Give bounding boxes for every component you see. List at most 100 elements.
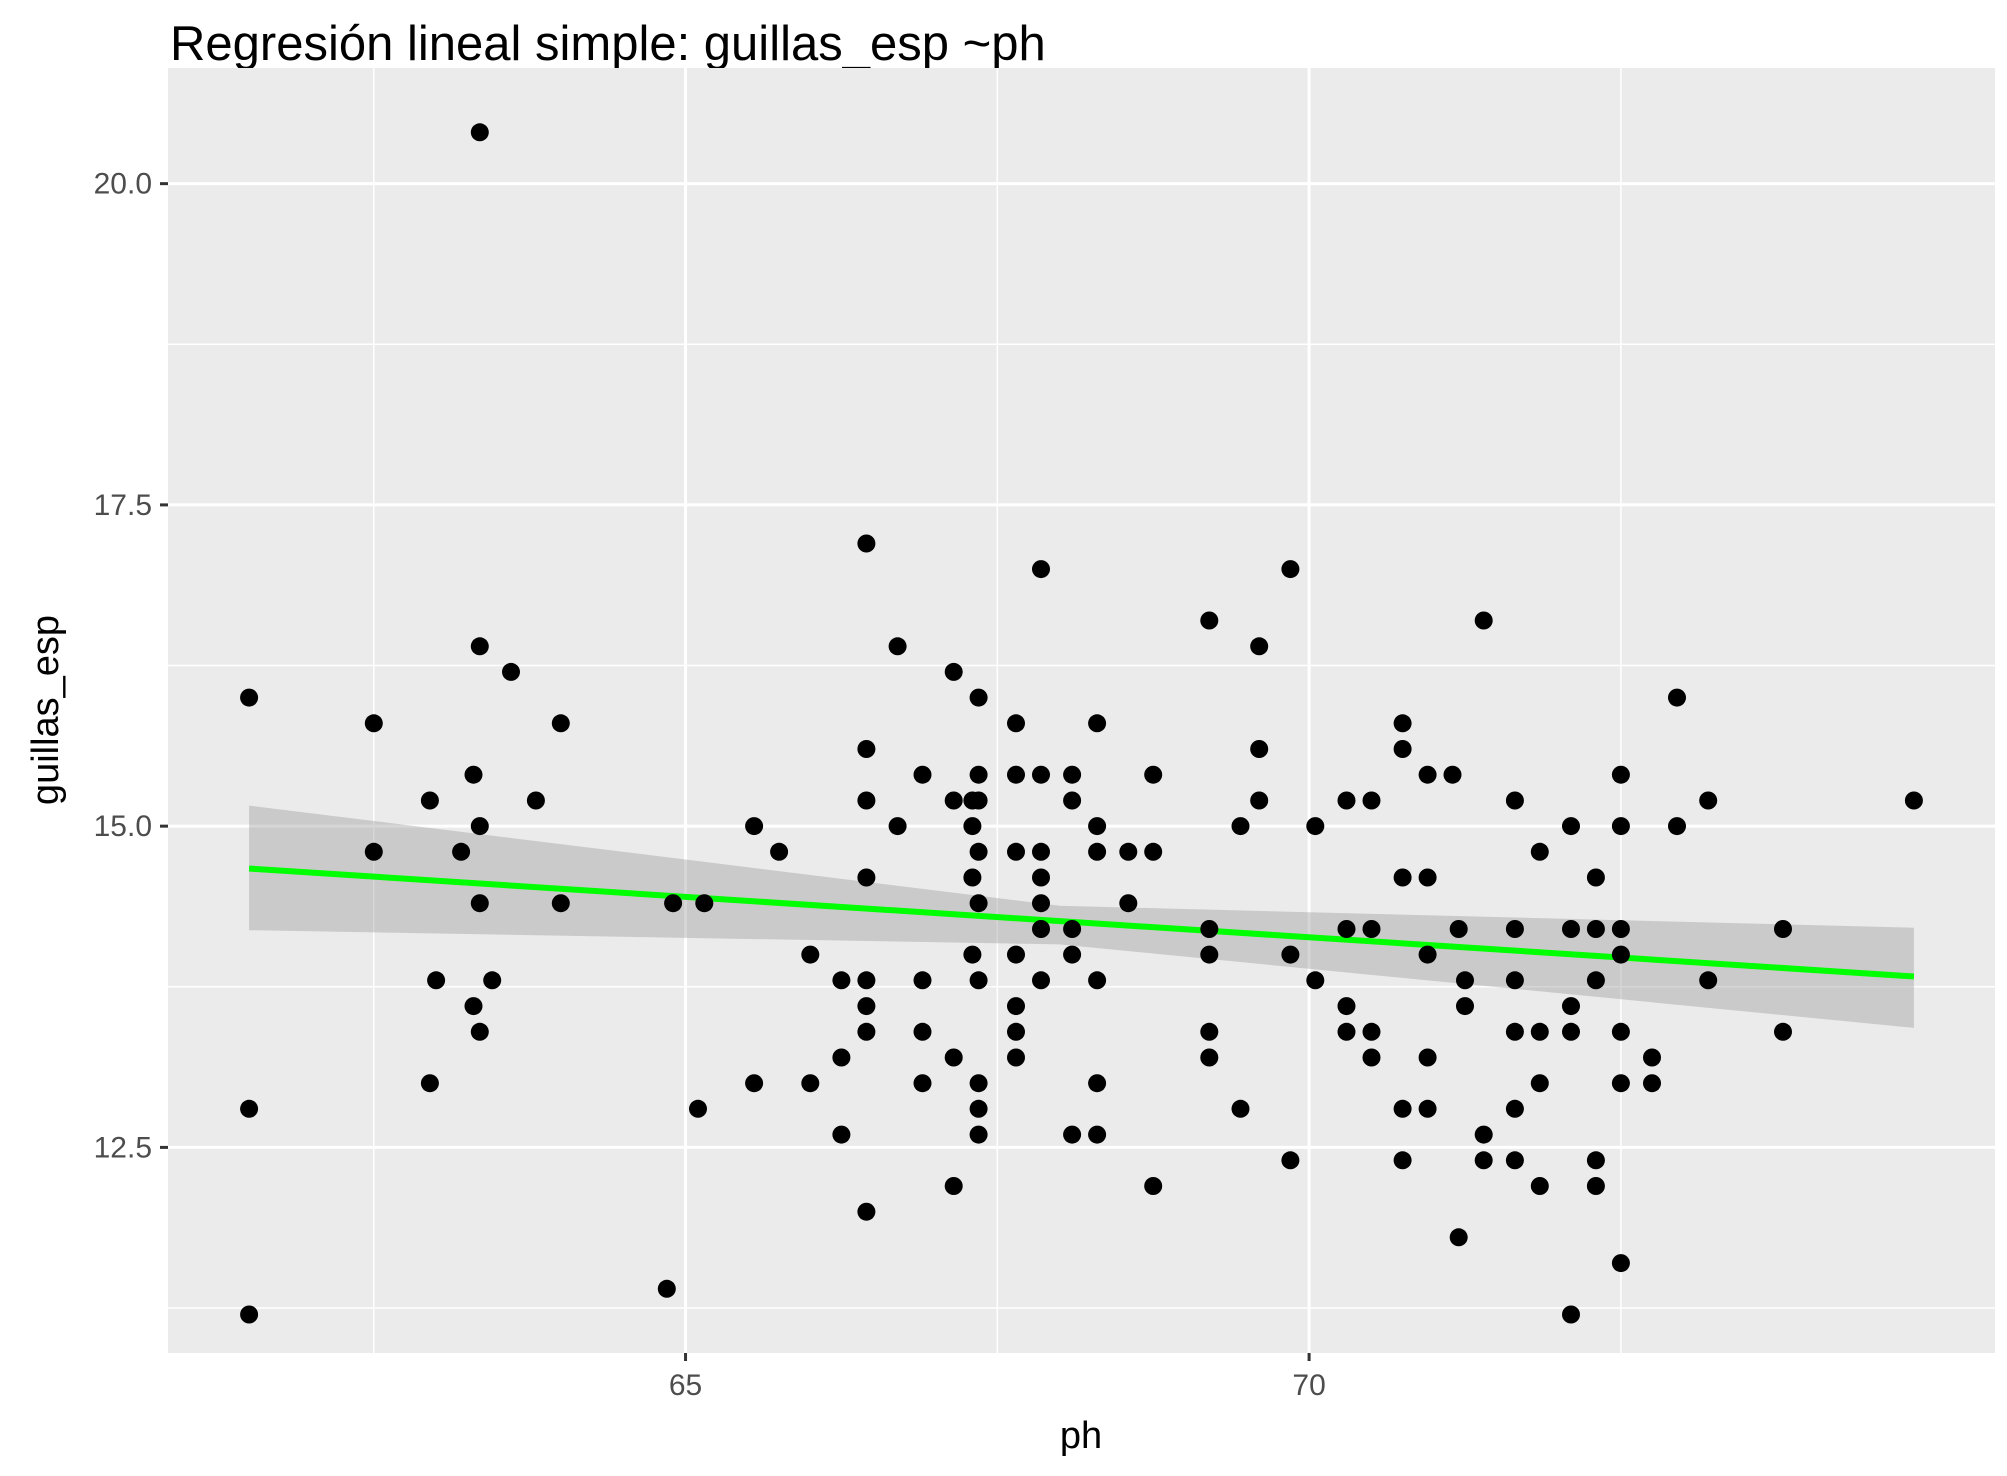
data-point <box>969 842 988 861</box>
data-point <box>1586 1177 1605 1195</box>
data-point <box>857 1022 876 1041</box>
data-point <box>857 1202 876 1221</box>
data-point <box>427 971 446 990</box>
data-point <box>1088 817 1107 836</box>
data-point <box>689 1099 707 1118</box>
data-point <box>551 714 570 733</box>
data-point <box>1063 791 1082 810</box>
data-point <box>1337 997 1356 1016</box>
data-point <box>464 997 483 1016</box>
data-point <box>1119 842 1138 861</box>
data-point <box>1611 765 1630 784</box>
data-point <box>1306 817 1325 836</box>
data-point <box>1088 714 1107 733</box>
y-tick-label: 20.0 <box>94 168 152 201</box>
data-point <box>944 1177 963 1195</box>
data-point <box>832 1048 851 1067</box>
data-point <box>832 1125 851 1144</box>
data-point <box>1393 740 1412 758</box>
data-point <box>657 1279 676 1298</box>
data-point <box>1699 791 1718 810</box>
data-point <box>1007 945 1025 964</box>
data-point <box>969 971 988 990</box>
data-point <box>1088 1125 1107 1144</box>
data-point <box>1032 765 1050 784</box>
data-point <box>470 1022 489 1041</box>
data-point <box>1456 971 1474 990</box>
data-point <box>1200 920 1219 938</box>
data-point <box>969 791 988 810</box>
data-point <box>1449 920 1468 938</box>
data-point <box>420 1074 439 1093</box>
data-point <box>1063 765 1082 784</box>
data-point <box>1337 1022 1356 1041</box>
data-point <box>888 637 907 656</box>
data-point <box>1418 1048 1437 1067</box>
data-point <box>969 765 988 784</box>
data-point <box>1032 920 1050 938</box>
x-tick-label: 70 <box>1292 1369 1325 1402</box>
data-point <box>1362 920 1381 938</box>
data-point <box>1393 1099 1412 1118</box>
data-point <box>1530 1177 1549 1195</box>
data-point <box>1144 1177 1163 1195</box>
y-tick-label: 17.5 <box>94 489 152 522</box>
data-point <box>1418 765 1437 784</box>
data-point <box>801 945 820 964</box>
data-point <box>1032 971 1050 990</box>
data-point <box>1586 971 1605 990</box>
data-point <box>1231 1099 1250 1118</box>
data-point <box>745 817 764 836</box>
data-point <box>1418 1099 1437 1118</box>
plot-panel <box>168 68 1995 1353</box>
data-point <box>1611 945 1630 964</box>
data-point <box>857 534 876 553</box>
data-point <box>1443 765 1462 784</box>
data-point <box>1200 945 1219 964</box>
data-point <box>913 1022 932 1041</box>
data-point <box>1088 842 1107 861</box>
data-point <box>969 688 988 707</box>
data-point <box>1611 920 1630 938</box>
data-point <box>1505 1022 1524 1041</box>
data-point <box>1562 1305 1580 1324</box>
data-point <box>1281 560 1300 579</box>
data-point <box>1586 1151 1605 1170</box>
data-point <box>1530 1074 1549 1093</box>
data-point <box>502 662 520 681</box>
data-point <box>452 842 471 861</box>
data-point <box>1032 894 1050 913</box>
y-tick-label: 12.5 <box>94 1131 152 1164</box>
data-point <box>1007 1048 1025 1067</box>
data-point <box>240 688 259 707</box>
data-point <box>963 945 982 964</box>
data-point <box>1474 1151 1493 1170</box>
data-point <box>1200 1048 1219 1067</box>
data-point <box>470 894 489 913</box>
data-point <box>1668 688 1686 707</box>
data-point <box>944 791 963 810</box>
data-point <box>240 1099 259 1118</box>
data-point <box>483 971 502 990</box>
data-point <box>1643 1074 1661 1093</box>
data-point <box>1562 997 1580 1016</box>
data-point <box>695 894 714 913</box>
data-point <box>969 1099 988 1118</box>
data-point <box>1505 920 1524 938</box>
data-point <box>1449 1228 1468 1247</box>
data-point <box>1032 560 1050 579</box>
data-point <box>1250 791 1269 810</box>
data-point <box>1007 997 1025 1016</box>
data-point <box>1611 1074 1630 1093</box>
data-point <box>1456 997 1474 1016</box>
data-point <box>770 842 789 861</box>
y-axis-title: guillas_esp <box>25 615 67 805</box>
data-point <box>551 894 570 913</box>
data-point <box>1393 868 1412 887</box>
data-point <box>1530 842 1549 861</box>
data-point <box>1007 842 1025 861</box>
data-point <box>664 894 683 913</box>
data-point <box>1007 714 1025 733</box>
data-point <box>1505 971 1524 990</box>
